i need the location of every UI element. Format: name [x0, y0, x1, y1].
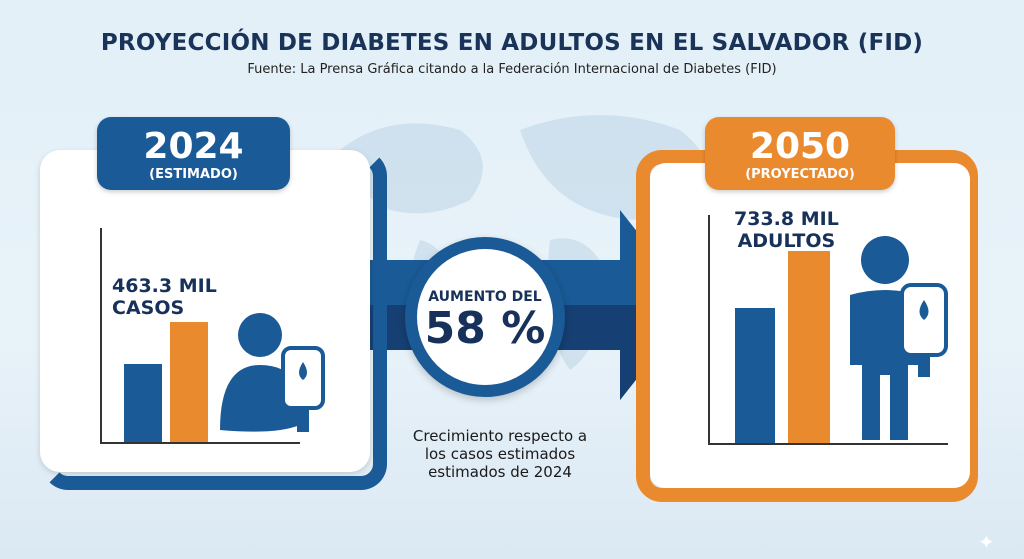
year-sublabel: (ESTIMADO) [149, 167, 238, 182]
bar-2024 [170, 322, 208, 442]
year-label: 2024 [143, 126, 244, 167]
increase-percent: 58 % [424, 303, 546, 354]
bar-2024 [735, 308, 775, 443]
value-unit: ADULTOS [737, 230, 836, 252]
page-title: PROYECCIÓN DE DIABETES EN ADULTOS EN EL … [100, 30, 924, 56]
year-tab-2024: 2024 (ESTIMADO) [97, 117, 290, 190]
chart-axis-2024 [100, 228, 300, 444]
value-number: 733.8 MIL [734, 208, 839, 230]
value-2050: 733.8 MIL ADULTOS [734, 208, 839, 252]
left-card-frame [42, 150, 387, 490]
value-unit: CASOS [112, 297, 185, 319]
increase-caption: Crecimiento respecto a los casos estimad… [412, 427, 588, 481]
year-sublabel: (PROYECTADO) [745, 167, 855, 182]
year-tab-2050: 2050 (PROYECTADO) [705, 117, 895, 190]
value-2024: 463.3 MIL CASOS [112, 275, 217, 319]
increase-badge: AUMENTO DEL 58 % [405, 237, 565, 397]
chart-axis-2050 [708, 215, 948, 445]
value-number: 463.3 MIL [112, 275, 217, 297]
sparkle-icon: ✦ [978, 530, 995, 554]
bar-2050 [788, 251, 830, 443]
year-label: 2050 [749, 126, 851, 167]
increase-label: AUMENTO DEL [428, 289, 542, 305]
person-glucometer-icon [850, 236, 948, 440]
bar-previous [124, 364, 162, 442]
source-text: Fuente: La Prensa Gráfica citando a la F… [247, 62, 777, 77]
person-glucometer-icon [220, 313, 325, 432]
